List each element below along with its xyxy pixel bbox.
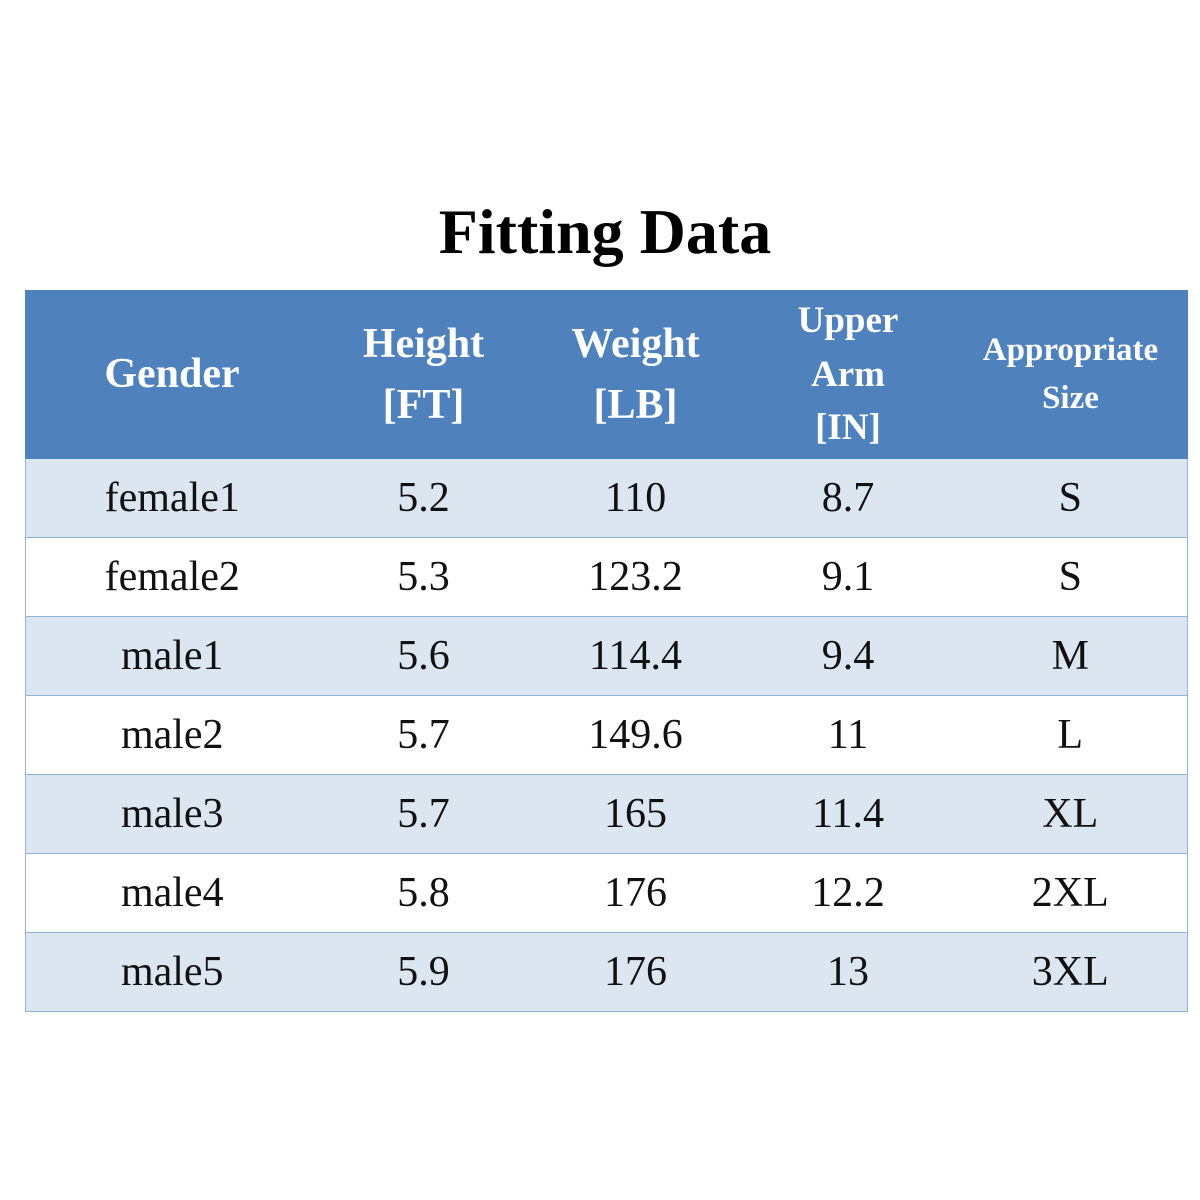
table-row: male3 5.7 165 11.4 XL	[25, 774, 1188, 854]
header-cell: Height [FT]	[318, 290, 529, 459]
table-cell: S	[953, 537, 1188, 617]
table-cell: XL	[953, 774, 1188, 854]
table-cell: 110	[528, 458, 743, 538]
table-row: male4 5.8 176 12.2 2XL	[25, 853, 1188, 933]
table-cell: L	[953, 695, 1188, 775]
table-cell: 5.3	[318, 537, 529, 617]
table-row: female1 5.2 110 8.7 S	[25, 458, 1188, 538]
header-cell: Upper Arm [IN]	[742, 290, 954, 459]
table-cell: 165	[528, 774, 743, 854]
table-cell: 8.7	[742, 458, 954, 538]
header-text: [LB]	[593, 381, 678, 428]
table-cell: 5.7	[318, 695, 529, 775]
table-cell: 5.9	[318, 932, 529, 1012]
header-text: [IN]	[815, 407, 881, 449]
table-row: male1 5.6 114.4 9.4 M	[25, 616, 1188, 696]
header-text: [FT]	[382, 381, 465, 428]
title: Fitting Data	[438, 196, 772, 267]
table-row: female2 5.3 123.2 9.1 S	[25, 537, 1188, 617]
table-cell: male5	[25, 932, 319, 1012]
table-cell: 3XL	[953, 932, 1188, 1012]
header-text: Gender	[104, 351, 240, 398]
header-text: Height	[362, 320, 485, 367]
table-cell: 5.7	[318, 774, 529, 854]
table-cell: 114.4	[528, 616, 743, 696]
header-cell: Gender	[25, 290, 319, 459]
table-cell: female2	[25, 537, 319, 617]
header-text: Size	[1042, 379, 1099, 416]
table-cell: 5.2	[318, 458, 529, 538]
header-text: Upper	[797, 300, 899, 342]
table-cell: 11.4	[742, 774, 954, 854]
fitting-table: Gender Height [FT] Weight [LB] Upper Arm [IN] Ap…	[25, 290, 1188, 1012]
table-cell: S	[953, 458, 1188, 538]
header-cell: Appropriate Size	[953, 290, 1188, 459]
table-row: male5 5.9 176 13 3XL	[25, 932, 1188, 1012]
table-cell: 176	[528, 853, 743, 933]
table-cell: 12.2	[742, 853, 954, 933]
table-cell: male2	[25, 695, 319, 775]
table-cell: male1	[25, 616, 319, 696]
table-cell: male3	[25, 774, 319, 854]
header-text: Appropriate	[982, 331, 1159, 368]
header-row: Gender Height [FT] Weight [LB] Upper Arm [IN] Ap…	[25, 290, 1188, 459]
table-cell: 123.2	[528, 537, 743, 617]
table-cell: 9.4	[742, 616, 954, 696]
header-text: Arm	[811, 353, 885, 395]
table-cell: 5.6	[318, 616, 529, 696]
table-cell: 2XL	[953, 853, 1188, 933]
table-cell: 176	[528, 932, 743, 1012]
table-cell: 9.1	[742, 537, 954, 617]
table-cell: 13	[742, 932, 954, 1012]
table-cell: M	[953, 616, 1188, 696]
table-cell: 11	[742, 695, 954, 775]
table-cell: 5.8	[318, 853, 529, 933]
header-text: Weight	[571, 320, 700, 367]
table-cell: male4	[25, 853, 319, 933]
table-cell: female1	[25, 458, 319, 538]
header-cell: Weight [LB]	[528, 290, 743, 459]
table-row: male2 5.7 149.6 11 L	[25, 695, 1188, 775]
table-cell: 149.6	[528, 695, 743, 775]
